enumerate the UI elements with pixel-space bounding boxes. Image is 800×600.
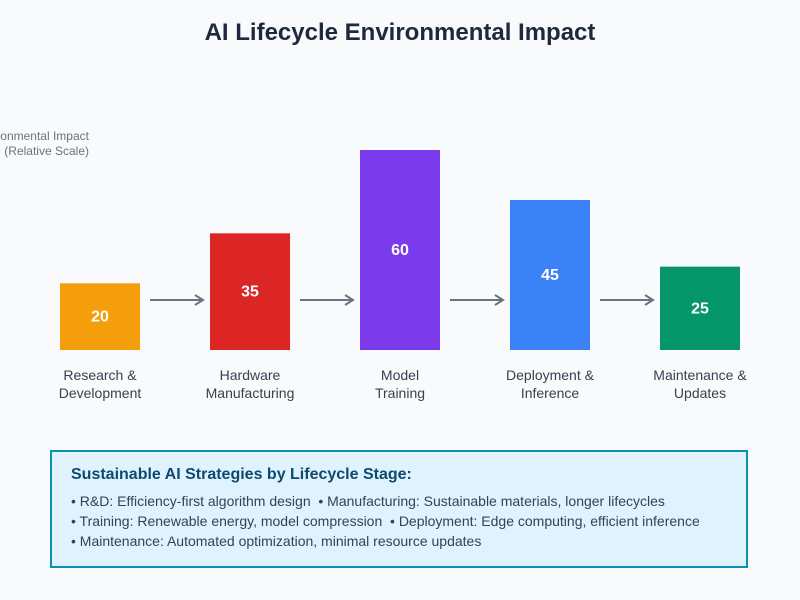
bar [60,283,140,350]
bar [210,233,290,350]
y-axis-label-line1: Environmental Impact [0,129,90,143]
bar-value-label: 60 [391,242,409,259]
bar [360,150,440,350]
arrow-head-icon [194,294,205,306]
strategy-line: • Maintenance: Automated optimization, m… [71,533,482,549]
x-tick-label: Development [59,385,142,401]
bar-value-label: 25 [691,300,709,317]
chart-title: AI Lifecycle Environmental Impact [205,19,596,46]
bar-value-label: 20 [91,309,109,326]
x-tick-label: Deployment & [506,367,595,383]
x-tick-label: Hardware [220,367,281,383]
y-axis-label-line2: (Relative Scale) [4,144,89,158]
x-tick-label: Manufacturing [206,385,295,401]
x-tick-label: Training [375,385,425,401]
strategy-line: • R&D: Efficiency-first algorithm design… [71,493,665,509]
arrow-head-icon [494,294,505,306]
bar-value-label: 35 [241,284,259,301]
bar [510,200,590,350]
arrow-head-icon [644,294,655,306]
x-tick-label: Maintenance & [653,367,747,383]
x-tick-label: Research & [63,367,137,383]
bar-value-label: 45 [541,267,559,284]
x-tick-label: Updates [674,385,726,401]
strategies-title: Sustainable AI Strategies by Lifecycle S… [71,466,412,483]
x-tick-label: Model [381,367,419,383]
strategies-panel: Sustainable AI Strategies by Lifecycle S… [50,450,748,568]
arrow-head-icon [344,294,355,306]
x-tick-label: Inference [521,385,580,401]
strategy-line: • Training: Renewable energy, model comp… [71,513,700,529]
bar [660,266,740,350]
lifecycle-chart: AI Lifecycle Environmental Impact Enviro… [0,19,747,401]
